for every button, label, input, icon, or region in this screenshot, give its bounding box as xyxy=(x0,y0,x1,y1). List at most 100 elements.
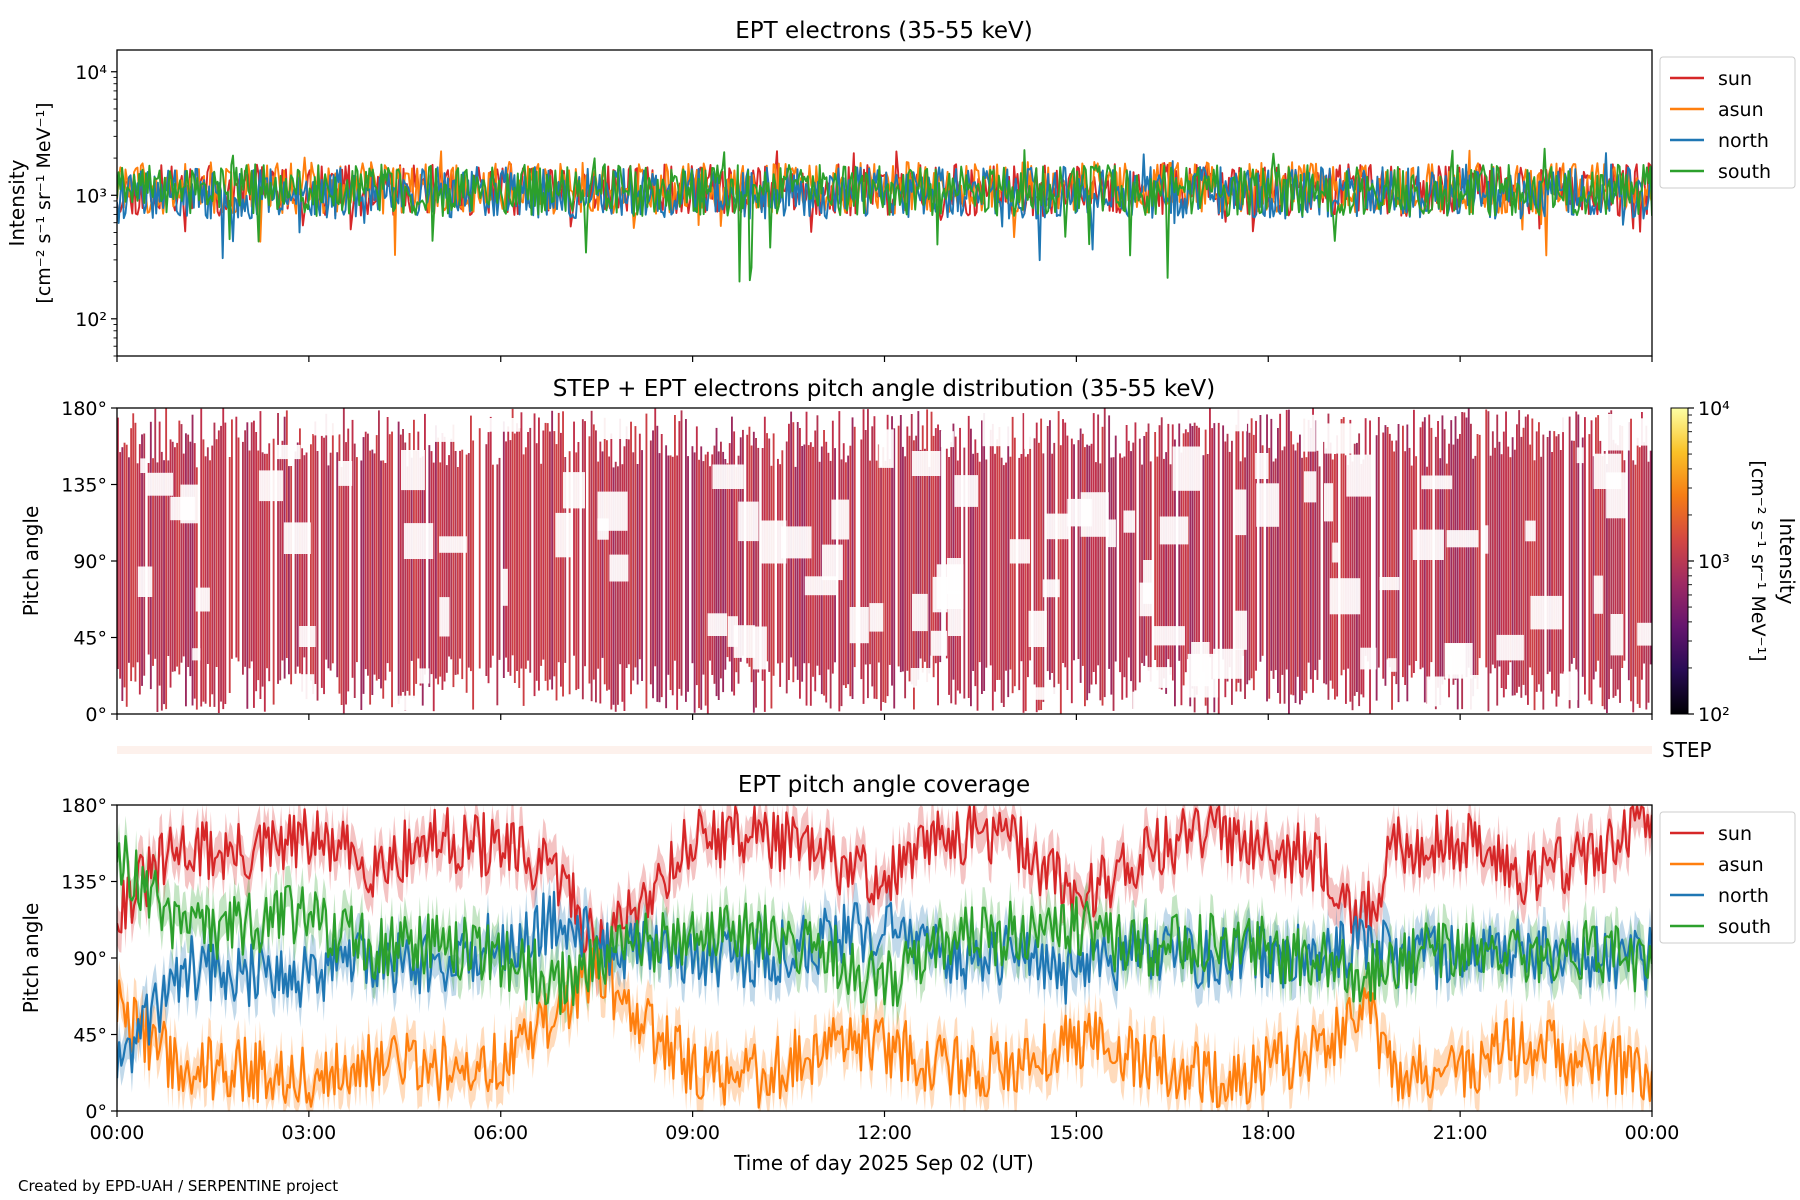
y-tick-label: 0° xyxy=(85,1101,107,1123)
pad-cell xyxy=(189,441,192,677)
pad-cell xyxy=(160,451,163,711)
pad-cell xyxy=(200,408,203,707)
pad-cell xyxy=(1599,440,1602,688)
pad-cell xyxy=(1101,426,1104,706)
pad-cell xyxy=(1187,432,1189,660)
pad-cell xyxy=(840,459,843,707)
pad-cell xyxy=(314,421,317,684)
pad-cell xyxy=(1024,456,1027,712)
pad-cell xyxy=(698,459,700,709)
pad-cell xyxy=(627,439,630,665)
pad-cell xyxy=(237,437,240,662)
pad-cell xyxy=(178,420,181,675)
pad-cell xyxy=(1049,420,1051,680)
pad-cell xyxy=(1621,425,1624,668)
pad-cell xyxy=(1195,425,1198,695)
pad-cell xyxy=(726,463,729,658)
pad-cell xyxy=(601,451,604,658)
pad-cell xyxy=(1573,440,1575,658)
pad-cell xyxy=(360,460,363,710)
pad-gap xyxy=(1159,516,1189,545)
step-strip xyxy=(117,746,1652,754)
pad-cell xyxy=(1410,465,1413,678)
pad-cell xyxy=(875,460,878,700)
pad-gap xyxy=(1593,453,1622,489)
pad-cell xyxy=(1222,425,1225,660)
pad-cell xyxy=(1500,454,1503,688)
y-tick-label: 10⁴ xyxy=(75,62,107,84)
intensity-x-ticks xyxy=(116,356,1653,362)
pad-cell xyxy=(272,438,275,705)
pad-cell xyxy=(595,430,597,703)
pad-gap xyxy=(804,576,837,596)
pad-cell xyxy=(1641,412,1643,680)
pad-cell xyxy=(1226,433,1229,682)
pad-cell xyxy=(546,423,549,691)
pad-gap xyxy=(489,418,520,432)
pad-cell xyxy=(1029,436,1032,661)
pad-cell xyxy=(448,455,450,657)
pad-cell xyxy=(693,452,696,713)
pad-gap xyxy=(1152,626,1185,646)
pad-cell xyxy=(1042,453,1045,702)
pad-cell xyxy=(152,458,154,666)
pad-cell xyxy=(1079,428,1082,683)
pad-cell xyxy=(1180,452,1183,706)
coverage-band-north xyxy=(117,871,1652,1099)
pad-cell xyxy=(1097,414,1100,666)
y-tick-label: 10² xyxy=(75,309,107,331)
pad-gap xyxy=(1496,634,1524,661)
pad-cell xyxy=(261,452,264,687)
pad-gap xyxy=(1172,446,1202,491)
pad-cell xyxy=(1296,442,1299,677)
pad-gap xyxy=(313,408,339,436)
pad-gap xyxy=(1610,614,1624,656)
pad-gap xyxy=(1213,648,1244,679)
pad-cell xyxy=(1426,466,1428,704)
pad-cell xyxy=(235,416,238,658)
pad-cell xyxy=(603,417,606,685)
intensity-y-ticks: 10⁴ 10³ 10² xyxy=(75,62,117,357)
pad-cell xyxy=(1623,460,1626,661)
pad-cell xyxy=(590,410,593,702)
pad-cell xyxy=(687,456,689,692)
pad-cell xyxy=(1540,456,1543,692)
pad-cell xyxy=(581,419,584,700)
pad-cell xyxy=(763,416,766,712)
pad-gap xyxy=(258,470,283,502)
pad-cell xyxy=(538,417,540,691)
pad-cell xyxy=(641,450,643,681)
pad-cell xyxy=(316,451,319,701)
pad-cell xyxy=(1145,431,1148,656)
pad-cell xyxy=(128,457,130,663)
pad-cell xyxy=(1114,435,1117,662)
pad-cell xyxy=(985,459,988,668)
pad-cell xyxy=(1472,458,1475,697)
pad-cell xyxy=(516,423,518,671)
pad-cell xyxy=(893,428,896,709)
pad-cell xyxy=(882,447,885,702)
pad-cell xyxy=(1163,458,1165,679)
pad-gap xyxy=(1525,520,1536,542)
pad-cell xyxy=(1643,442,1646,664)
pad-cell xyxy=(459,450,461,659)
coverage-line-north xyxy=(117,890,1652,1079)
pad-cell xyxy=(136,463,139,663)
pad-cell xyxy=(1073,444,1075,661)
pad-cell xyxy=(1147,423,1150,671)
pad-cell xyxy=(715,427,718,697)
pad-cell xyxy=(342,408,345,714)
pad-cell xyxy=(222,408,225,710)
pad-cell xyxy=(1627,422,1630,681)
pad-cell xyxy=(612,467,615,705)
pad-cell xyxy=(296,442,299,667)
pad-cell xyxy=(1498,441,1501,667)
pad-cell xyxy=(1206,454,1209,714)
pad-cell xyxy=(847,455,850,685)
pad-cell xyxy=(976,452,979,711)
pad-cell xyxy=(818,461,821,676)
pad-cell xyxy=(1228,451,1231,668)
pad-cell xyxy=(248,450,251,669)
pad-gap xyxy=(1329,578,1361,615)
pad-cell xyxy=(1213,423,1216,713)
